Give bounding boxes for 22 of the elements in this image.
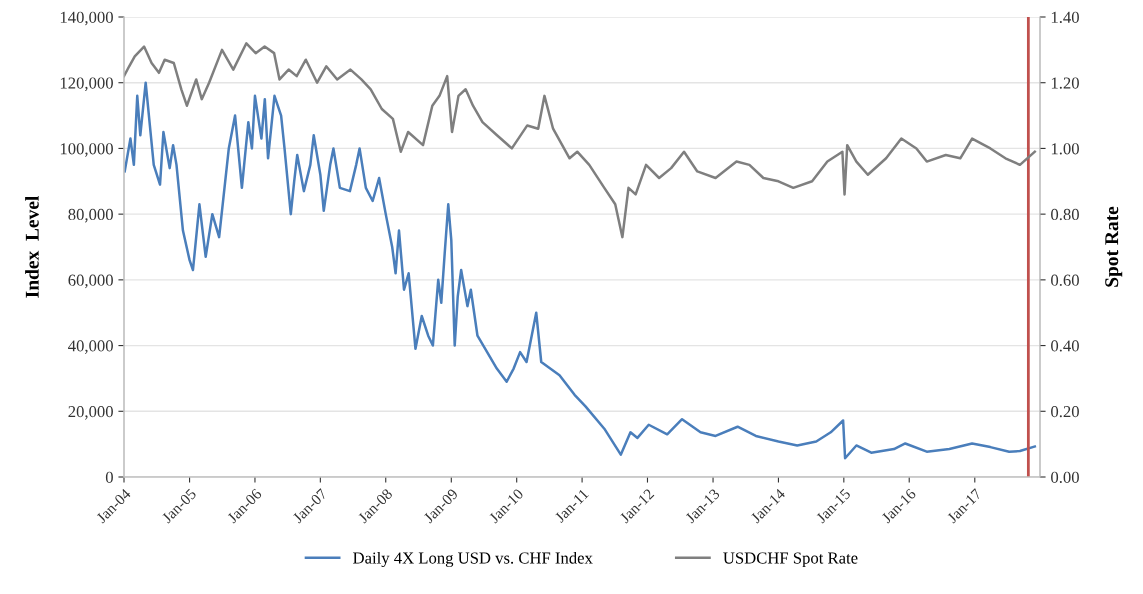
y-axis-title: Index Level (25, 196, 39, 298)
y2-tick-label: 0.20 (1051, 405, 1079, 418)
y2-tick-label: 1.20 (1051, 77, 1079, 89)
y-tick-label: 20,000 (68, 405, 113, 420)
y-tick-label: 120,000 (60, 77, 113, 92)
y-tick-label: 100,000 (60, 143, 113, 157)
y2-tick-label: 0.00 (1051, 471, 1079, 484)
y2-tick-label: 0.80 (1051, 208, 1079, 221)
y2-axis-title: Spot Rate (1105, 206, 1123, 287)
y-tick-label: 0 (105, 471, 113, 483)
legend-label: Daily 4X Long USD vs. CHF Index (353, 551, 593, 568)
y2-tick-label: 0.60 (1051, 274, 1079, 286)
legend-label: USDCHF Spot Rate (723, 552, 858, 568)
y2-tick-label: 1.40 (1051, 11, 1079, 24)
line-series (124, 81, 1037, 460)
y-tick-label: 140,000 (60, 11, 113, 26)
y-tick-label: 40,000 (68, 340, 113, 354)
line-series (124, 42, 1037, 239)
y-tick-label: 60,000 (68, 274, 113, 289)
y-tick-label: 80,000 (68, 208, 113, 223)
y2-tick-label: 0.40 (1051, 340, 1079, 352)
y2-tick-label: 1.00 (1051, 143, 1079, 155)
